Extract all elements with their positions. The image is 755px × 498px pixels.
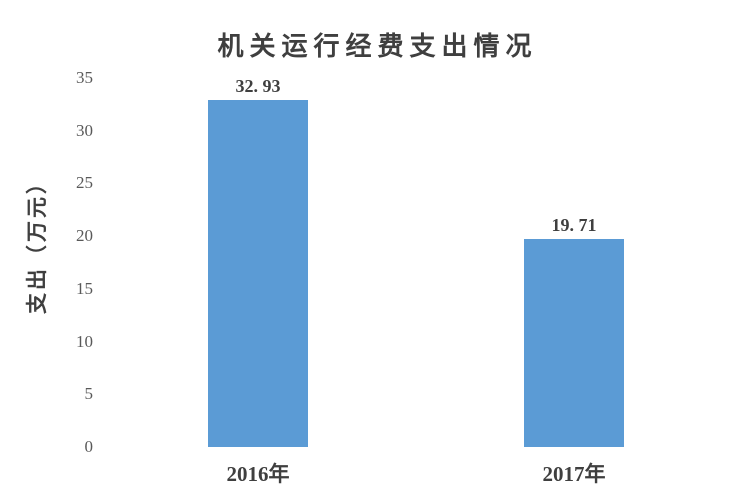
y-tick-label: 35 (76, 68, 93, 87)
chart-title: 机关运行经费支出情况 (217, 32, 538, 61)
y-tick-label: 30 (76, 120, 93, 140)
x-tick-label: 2016年 (226, 462, 290, 486)
y-tick-label: 5 (84, 384, 94, 404)
bar-2017年 (524, 239, 624, 447)
plot-area: 32. 93 2016年 19. 71 2017年 (100, 75, 732, 486)
bar-2016年 (208, 99, 308, 447)
y-tick-label: 15 (76, 278, 93, 298)
y-tick-label: 20 (76, 226, 93, 246)
y-tick-label: 25 (76, 173, 93, 193)
bar-value-label: 32. 93 (235, 75, 281, 96)
x-tick-label: 2017年 (542, 462, 606, 486)
y-tick-label: 0 (84, 437, 94, 456)
y-tick-label: 10 (76, 331, 93, 351)
bar-value-label: 19. 71 (551, 215, 597, 236)
bar-slot: 19. 71 2017年 (524, 78, 624, 486)
y-axis: 0 5 10 15 20 25 30 35 (0, 68, 94, 456)
bar-slot: 32. 93 2016年 (208, 75, 308, 486)
